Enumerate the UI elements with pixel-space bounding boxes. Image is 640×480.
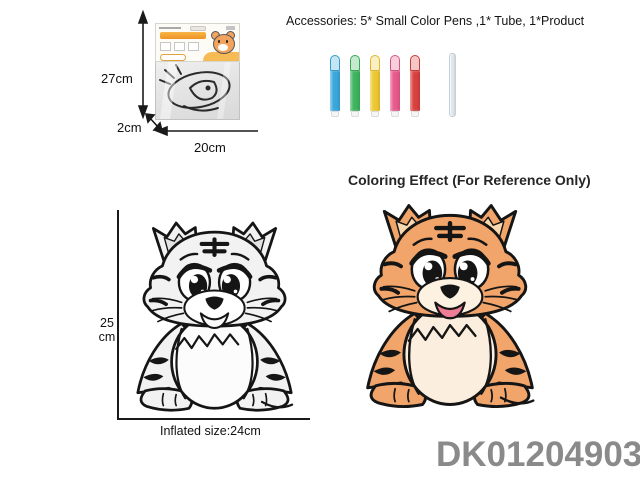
pen-barrel: [370, 71, 380, 111]
colored-tiger-figure: [352, 193, 548, 420]
pen-cap: [410, 55, 420, 71]
inflated-base-line: [117, 418, 310, 420]
package-dimension-arrows: [137, 10, 258, 137]
inflated-height-line: [117, 210, 119, 420]
inflated-size-label: Inflated size:24cm: [160, 424, 261, 438]
pen-plug: [411, 111, 419, 117]
card-title-banner: [160, 32, 206, 39]
card-logo-box: [226, 26, 235, 30]
card-swoosh: [203, 52, 239, 61]
pen-cap: [390, 55, 400, 71]
mini-tiger-eye-right: [226, 40, 228, 43]
pen-cap: [350, 55, 360, 71]
product-code: DK01204903: [436, 435, 640, 474]
mini-tiger-eye-left: [218, 40, 220, 43]
package-width-label: 20cm: [194, 140, 226, 155]
pen-plug: [371, 111, 379, 117]
green-pen: [350, 55, 360, 117]
card-top-text-line: [159, 27, 181, 29]
pen-cap: [370, 55, 380, 71]
package-header-card: [155, 23, 240, 62]
package-depth-label: 2cm: [117, 120, 142, 135]
card-pill: [160, 54, 186, 61]
air-tube: [449, 53, 456, 117]
inflated-height-unit: cm: [98, 329, 116, 344]
accessories-label: Accessories: 5* Small Color Pens ,1* Tub…: [286, 14, 585, 28]
inflated-height-label: 25 cm: [95, 316, 119, 345]
card-step-3: [188, 42, 199, 51]
pink-pen: [390, 55, 400, 117]
pen-cap: [330, 55, 340, 71]
mini-tiger-muzzle: [218, 44, 228, 51]
hang-slot: [189, 26, 206, 31]
uncolored-tiger-figure: [122, 212, 307, 422]
pen-plug: [391, 111, 399, 117]
pen-barrel: [390, 71, 400, 111]
yellow-pen: [370, 55, 380, 117]
pen-barrel: [410, 71, 420, 111]
coloring-effect-label: Coloring Effect (For Reference Only): [348, 172, 591, 188]
card-step-1: [160, 42, 171, 51]
blue-pen: [330, 55, 340, 117]
pen-plug: [351, 111, 359, 117]
card-step-2: [174, 42, 185, 51]
pen-plug: [331, 111, 339, 117]
pen-row: [330, 55, 420, 117]
package-height-label: 27cm: [101, 71, 133, 86]
red-pen: [410, 55, 420, 117]
package-bag: [155, 62, 240, 120]
card-tiger-illustration: [211, 30, 235, 56]
inflated-height-value: 25: [100, 316, 114, 330]
deflated-product-outline: [159, 64, 231, 112]
pen-barrel: [330, 71, 340, 111]
pen-barrel: [350, 71, 360, 111]
